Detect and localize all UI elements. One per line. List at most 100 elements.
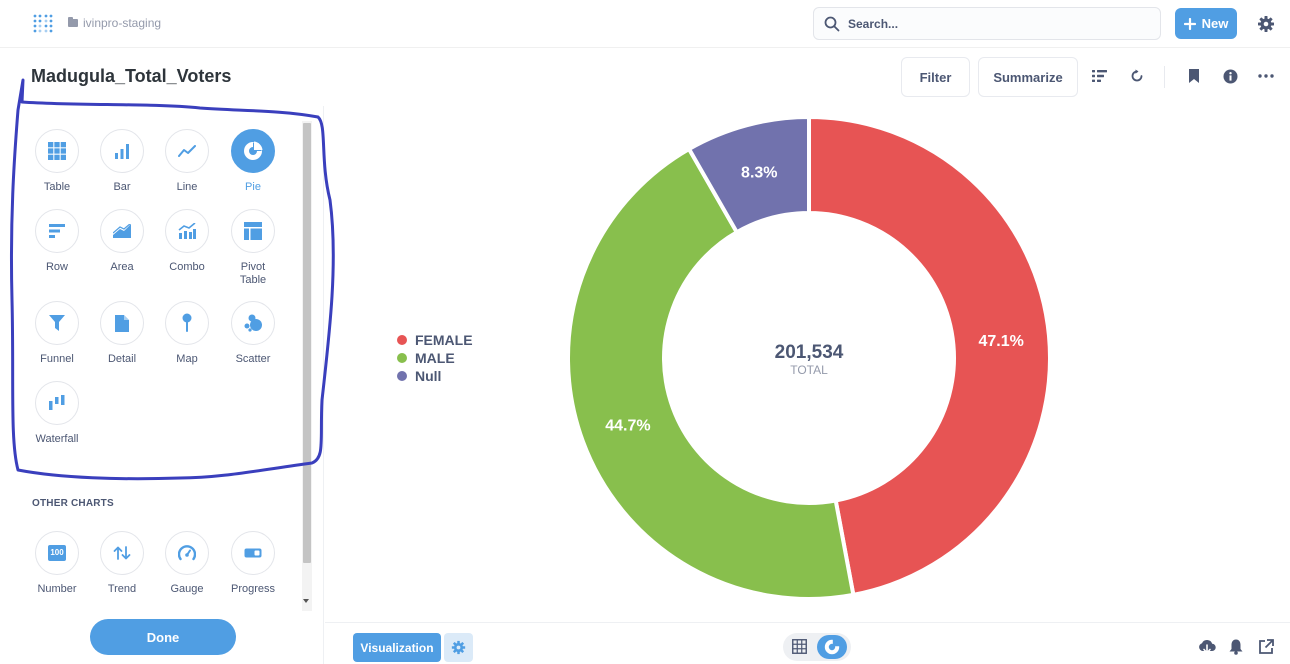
- chart-type-label: Pie: [245, 181, 261, 193]
- legend-item[interactable]: MALE: [397, 349, 473, 367]
- done-button[interactable]: Done: [90, 619, 236, 655]
- legend-label: MALE: [415, 350, 455, 366]
- progress-icon: [244, 548, 262, 558]
- chart-type-label: Row: [45, 261, 68, 273]
- summarize-button[interactable]: Summarize: [978, 57, 1078, 97]
- table-view-icon[interactable]: [792, 639, 807, 654]
- funnel-icon: [49, 315, 65, 331]
- logo-icon[interactable]: [32, 13, 54, 35]
- chart-type-map[interactable]: Map: [157, 301, 217, 366]
- header-divider: [1164, 66, 1165, 88]
- chart-type-progress[interactable]: Progress: [223, 531, 283, 596]
- chart-type-label: Bar: [113, 181, 131, 193]
- chart-type-label: Line: [176, 181, 198, 193]
- pie-slice-male[interactable]: [566, 146, 856, 601]
- combo-chart-icon: [178, 223, 196, 239]
- visualization-area: FEMALE MALE Null 47.1% 44.7% 8.3% 201,534 …: [325, 106, 1290, 622]
- chart-type-trend[interactable]: Trend: [92, 531, 152, 596]
- share-icon[interactable]: [1258, 639, 1274, 655]
- legend-item[interactable]: Null: [397, 367, 473, 385]
- pie-chart-icon: [824, 639, 840, 655]
- summarize-button-label: Summarize: [993, 69, 1063, 85]
- chart-type-sidebar: Table Bar Line Pie Row: [0, 106, 324, 664]
- more-options-icon[interactable]: [1257, 67, 1275, 85]
- chart-type-funnel[interactable]: Funnel: [27, 301, 87, 366]
- chart-type-label: Scatter: [235, 353, 271, 365]
- chart-type-number[interactable]: 100 Number: [27, 531, 87, 596]
- breadcrumb[interactable]: ivinpro-staging: [68, 16, 161, 30]
- pie-chart-icon: [244, 141, 263, 160]
- sidebar-scrollbar-thumb[interactable]: [303, 123, 311, 563]
- bookmark-icon[interactable]: [1185, 67, 1203, 85]
- question-title[interactable]: Madugula_Total_Voters: [31, 66, 232, 86]
- scatter-icon: [244, 314, 262, 332]
- breadcrumb-collection[interactable]: ivinpro-staging: [83, 16, 162, 30]
- donut-chart: 47.1% 44.7% 8.3% 201,534 TOTAL: [566, 114, 1052, 601]
- info-icon[interactable]: [1221, 67, 1239, 85]
- plus-icon: [1183, 17, 1196, 30]
- line-chart-icon: [178, 145, 196, 157]
- chart-type-area[interactable]: Area: [92, 209, 152, 274]
- visualization-button[interactable]: Visualization: [353, 633, 441, 662]
- search-input[interactable]: [848, 16, 1148, 31]
- top-navigation-bar: ivinpro-staging New: [0, 0, 1290, 48]
- chart-view-toggle[interactable]: [817, 635, 847, 659]
- area-chart-icon: [113, 224, 131, 238]
- bell-icon[interactable]: [1229, 639, 1243, 655]
- waterfall-icon: [49, 395, 65, 410]
- legend-item[interactable]: FEMALE: [397, 331, 473, 349]
- chart-type-combo[interactable]: Combo: [157, 209, 217, 274]
- gear-icon: [451, 640, 466, 655]
- chart-type-label: Combo: [169, 261, 205, 273]
- chart-type-detail[interactable]: Detail: [92, 301, 152, 366]
- legend-label: Null: [415, 368, 442, 384]
- new-button[interactable]: New: [1175, 8, 1237, 39]
- slice-value-label: 44.7%: [605, 418, 650, 435]
- chart-type-label: Number: [37, 583, 77, 595]
- slice-value-label: 8.3%: [741, 165, 777, 182]
- bottom-toolbar: Visualization: [325, 622, 1290, 664]
- scroll-down-arrow-icon[interactable]: [303, 599, 309, 603]
- chart-type-row[interactable]: Row: [27, 209, 87, 274]
- chart-type-label: Map: [176, 353, 198, 365]
- legend-swatch: [397, 371, 407, 381]
- view-toggle: [783, 633, 851, 661]
- filter-button-label: Filter: [919, 69, 952, 85]
- bar-chart-icon: [115, 144, 129, 159]
- chart-type-bar[interactable]: Bar: [92, 129, 152, 194]
- download-icon[interactable]: [1198, 639, 1216, 655]
- search-icon: [824, 16, 840, 31]
- total-label: TOTAL: [790, 363, 828, 377]
- table-icon: [48, 142, 66, 160]
- chart-type-gauge[interactable]: Gauge: [157, 531, 217, 596]
- chart-type-line[interactable]: Line: [157, 129, 217, 194]
- map-pin-icon: [182, 313, 192, 332]
- chart-type-label: Waterfall: [35, 433, 79, 445]
- visualization-button-label: Visualization: [360, 640, 434, 655]
- chart-type-table[interactable]: Table: [27, 129, 87, 194]
- trend-icon: [113, 546, 131, 560]
- row-chart-icon: [49, 224, 65, 238]
- chart-type-label: Gauge: [170, 583, 204, 595]
- legend-label: FEMALE: [415, 332, 473, 348]
- notebook-editor-icon[interactable]: [1091, 67, 1109, 85]
- search-bar[interactable]: [813, 7, 1161, 40]
- pie-slice-null[interactable]: [686, 114, 811, 235]
- gear-icon[interactable]: [1257, 15, 1275, 33]
- chart-type-pivot-table[interactable]: Pivot Table: [223, 209, 283, 287]
- visualization-settings-button[interactable]: [444, 633, 473, 662]
- refresh-icon[interactable]: [1128, 67, 1146, 85]
- filter-button[interactable]: Filter: [901, 57, 970, 97]
- chart-type-waterfall[interactable]: Waterfall: [27, 381, 87, 446]
- chart-type-label: Trend: [107, 583, 137, 595]
- total-value: 201,534: [775, 342, 844, 363]
- pivot-table-icon: [244, 222, 262, 240]
- chart-type-label: Funnel: [40, 353, 74, 365]
- number-icon: 100: [48, 545, 66, 561]
- chart-type-label: Detail: [107, 353, 137, 365]
- pie-slice-female[interactable]: [807, 114, 1052, 598]
- chart-type-label: Progress: [230, 583, 276, 595]
- chart-type-scatter[interactable]: Scatter: [223, 301, 283, 366]
- chart-legend: FEMALE MALE Null: [397, 331, 473, 385]
- chart-type-pie[interactable]: Pie: [223, 129, 283, 194]
